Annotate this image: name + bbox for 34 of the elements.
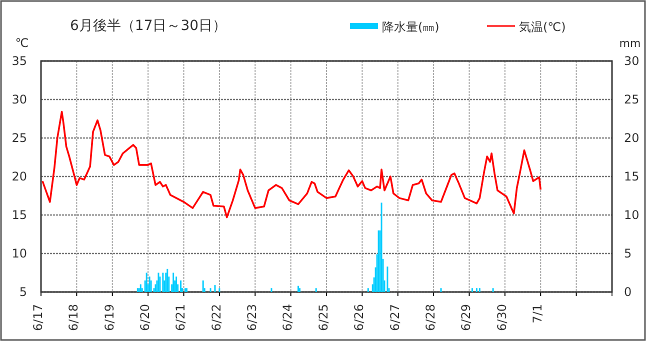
y2-tick-label: 25	[624, 92, 640, 106]
x-tick-label: 6/24	[280, 304, 295, 331]
y2-tick-label: 10	[624, 208, 640, 222]
y-tick-label: 15	[12, 208, 27, 222]
y2-axis-title: mm	[619, 37, 641, 50]
y2-tick-label: 30	[624, 54, 640, 68]
x-tick-label: 6/28	[423, 304, 438, 331]
y2-tick-label: 0	[624, 284, 632, 299]
x-tick-label: 6/17	[30, 304, 45, 331]
y2-tick-label: 15	[624, 169, 640, 184]
x-tick-label: 6/23	[245, 304, 260, 331]
y-tick-label: 20	[12, 169, 27, 184]
x-tick-label: 6/26	[352, 304, 366, 331]
x-tick-label: 6/21	[174, 304, 188, 331]
x-tick-label: 6/25	[316, 304, 330, 331]
x-tick-label: 6/30	[494, 304, 509, 331]
x-tick-label: 6/19	[102, 304, 116, 331]
legend-label: 降水量(㎜)	[382, 20, 440, 34]
x-tick-label: 6/18	[66, 304, 81, 331]
y-tick-label: 30	[12, 92, 27, 106]
x-tick-label: 7/1	[530, 304, 545, 324]
y2-tick-label: 20	[624, 130, 640, 145]
x-tick-label: 6/20	[138, 304, 152, 331]
y-tick-label: 25	[12, 130, 27, 145]
chart-title: 6月後半（17日～30日）	[70, 18, 227, 34]
x-tick-label: 6/29	[459, 304, 474, 331]
y-tick-label: 35	[12, 54, 27, 68]
y-tick-label: 5	[19, 284, 27, 299]
x-tick-label: 6/27	[388, 304, 402, 331]
x-tick-label: 6/22	[209, 304, 224, 331]
legend-label: 気温(℃)	[519, 20, 566, 34]
y2-tick-label: 5	[624, 246, 632, 260]
y-axis-title: ℃	[15, 36, 29, 50]
y-tick-label: 10	[12, 246, 27, 260]
